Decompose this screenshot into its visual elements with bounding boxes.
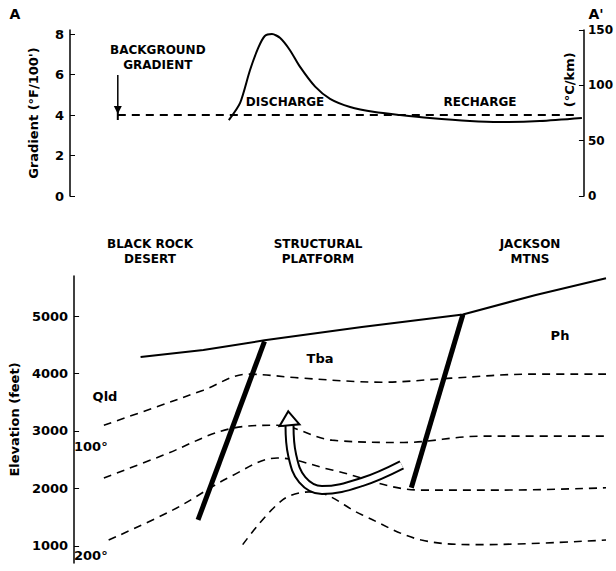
svg-text:A: A bbox=[10, 6, 21, 22]
svg-text:RECHARGE: RECHARGE bbox=[444, 95, 517, 109]
svg-text:2000: 2000 bbox=[32, 481, 68, 496]
svg-text:200°: 200° bbox=[74, 548, 108, 563]
svg-text:100: 100 bbox=[588, 78, 613, 92]
svg-text:50: 50 bbox=[588, 134, 605, 148]
svg-text:JACKSON: JACKSON bbox=[499, 237, 561, 251]
svg-text:4000: 4000 bbox=[32, 366, 68, 381]
svg-text:0: 0 bbox=[588, 189, 596, 203]
svg-text:0: 0 bbox=[55, 189, 64, 204]
svg-text:GRADIENT: GRADIENT bbox=[123, 58, 193, 72]
svg-text:3000: 3000 bbox=[32, 423, 68, 438]
svg-text:DESERT: DESERT bbox=[124, 252, 177, 266]
svg-text:8: 8 bbox=[55, 27, 64, 42]
svg-text:STRUCTURAL: STRUCTURAL bbox=[274, 237, 363, 251]
svg-text:5000: 5000 bbox=[32, 309, 68, 324]
svg-text:150: 150 bbox=[588, 23, 613, 37]
svg-text:1000: 1000 bbox=[32, 538, 68, 553]
svg-text:A': A' bbox=[588, 6, 603, 22]
svg-text:BLACK ROCK: BLACK ROCK bbox=[107, 237, 194, 251]
svg-text:DISCHARGE: DISCHARGE bbox=[246, 95, 325, 109]
svg-text:4: 4 bbox=[55, 108, 64, 123]
svg-text:Elevation (feet): Elevation (feet) bbox=[7, 362, 22, 476]
svg-text:6: 6 bbox=[55, 67, 64, 82]
svg-text:100°: 100° bbox=[74, 439, 108, 454]
svg-text:Qld: Qld bbox=[93, 389, 118, 404]
svg-text:Ph: Ph bbox=[551, 328, 570, 343]
svg-text:Gradient (°F/100'): Gradient (°F/100') bbox=[26, 47, 41, 179]
svg-text:(°C/km): (°C/km) bbox=[562, 52, 577, 107]
svg-text:Tba: Tba bbox=[307, 351, 334, 366]
svg-text:2: 2 bbox=[55, 148, 64, 163]
svg-text:PLATFORM: PLATFORM bbox=[282, 252, 355, 266]
svg-text:MTNS: MTNS bbox=[511, 252, 550, 266]
svg-text:BACKGROUND: BACKGROUND bbox=[110, 43, 206, 57]
